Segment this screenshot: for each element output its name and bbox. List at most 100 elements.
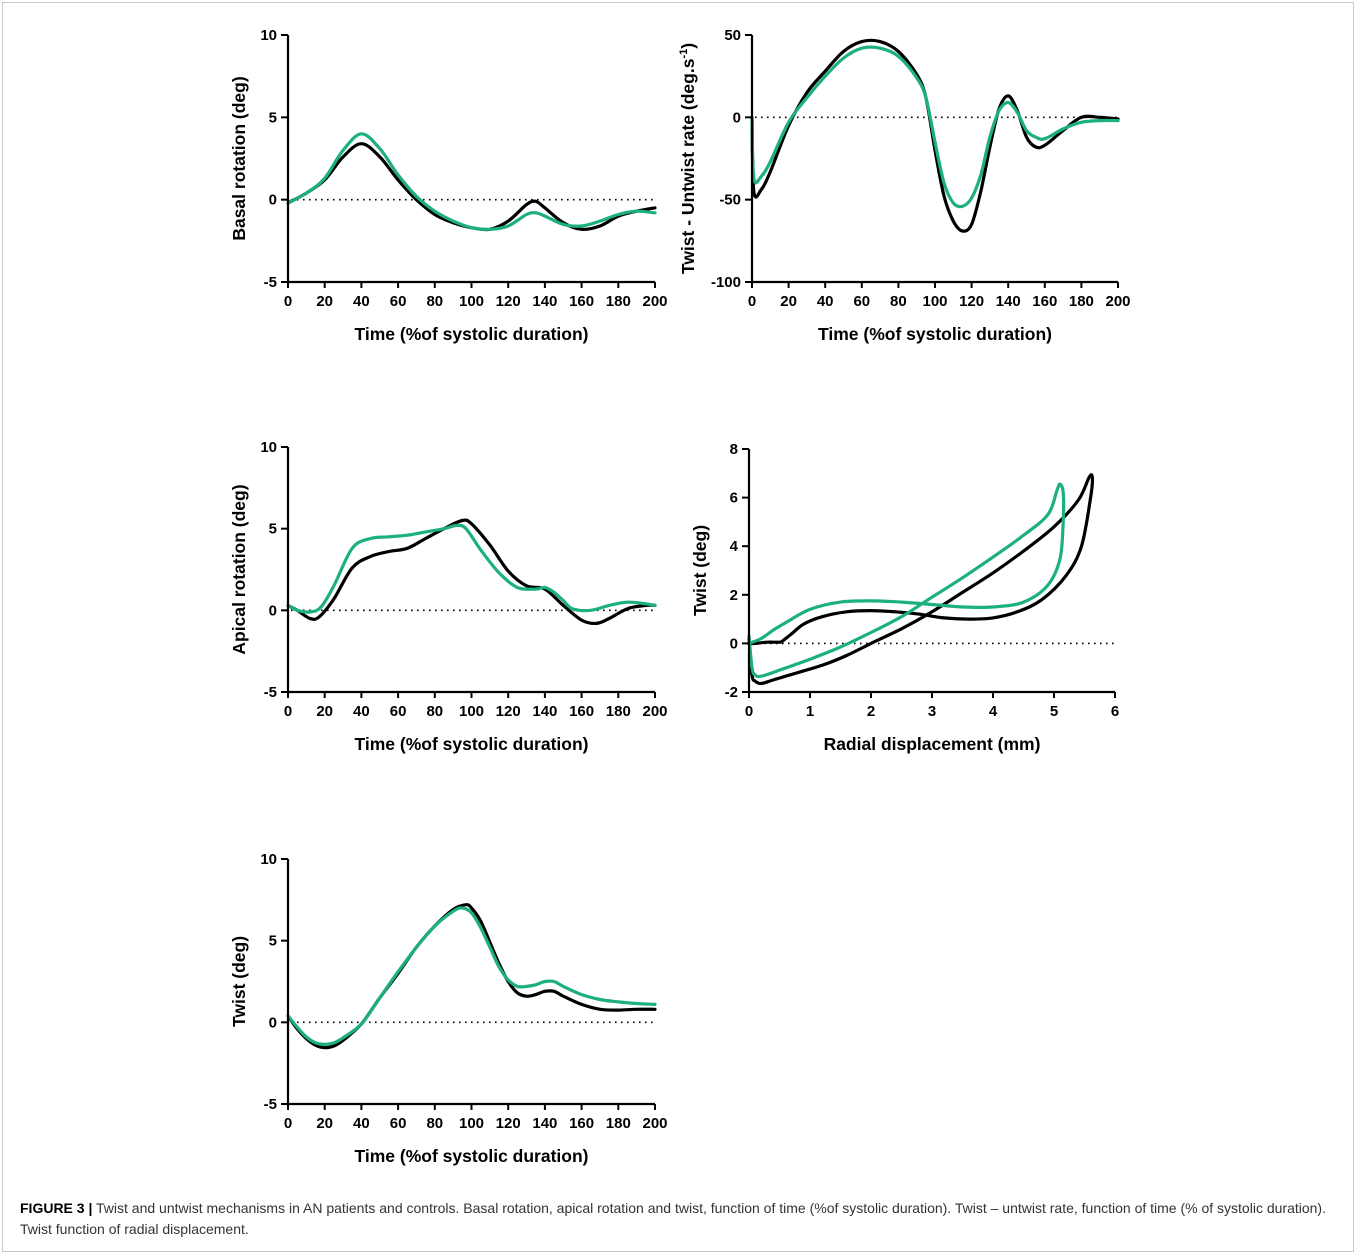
- x-tick-label: 180: [606, 703, 631, 720]
- x-tick-label: 100: [459, 1115, 484, 1132]
- x-tick-label: 180: [606, 1115, 631, 1132]
- y-tick-label: -5: [264, 274, 277, 291]
- x-tick-label: 20: [780, 293, 797, 310]
- x-axis-label: Time (%of systolic duration): [354, 734, 588, 754]
- x-tick-label: 1: [806, 703, 814, 720]
- y-tick-label: -2: [725, 684, 738, 701]
- x-tick-label: 120: [496, 293, 521, 310]
- y-tick-label: 0: [269, 192, 277, 209]
- y-axis-label: Apical rotation (deg): [229, 484, 249, 654]
- figure-caption: FIGURE 3 | Twist and untwist mechanisms …: [20, 1198, 1330, 1240]
- x-axis-label: Time (%of systolic duration): [354, 324, 588, 344]
- y-tick-label: 5: [269, 109, 277, 126]
- x-tick-label: 5: [1050, 703, 1058, 720]
- y-tick-label: 0: [269, 1014, 277, 1031]
- y-tick-label: 6: [730, 490, 738, 507]
- x-tick-label: 160: [1032, 293, 1057, 310]
- y-tick-label: 10: [260, 439, 277, 456]
- green-series-line: [286, 906, 657, 1046]
- green-series-line: [750, 45, 1120, 209]
- x-axis-label: Time (%of systolic duration): [818, 324, 1052, 344]
- x-tick-label: 100: [459, 703, 484, 720]
- x-tick-label: 140: [996, 293, 1021, 310]
- y-tick-label: 5: [269, 933, 277, 950]
- caption-text: Twist and untwist mechanisms in AN patie…: [20, 1200, 1326, 1237]
- black-series-line: [286, 142, 657, 232]
- y-tick-label: 50: [724, 27, 741, 44]
- x-tick-label: 0: [745, 703, 753, 720]
- y-axis-label: Twist - Untwist rate (deg.s-1): [678, 43, 698, 274]
- y-tick-label: -5: [264, 684, 277, 701]
- y-tick-label: -50: [719, 192, 741, 209]
- x-tick-label: 20: [316, 1115, 333, 1132]
- x-tick-label: 120: [496, 703, 521, 720]
- x-tick-label: 60: [853, 293, 870, 310]
- green-series-line: [747, 482, 1066, 679]
- x-tick-label: 180: [606, 293, 631, 310]
- y-tick-label: 4: [730, 538, 739, 555]
- x-tick-label: 100: [459, 293, 484, 310]
- x-tick-label: 200: [642, 293, 667, 310]
- x-tick-label: 80: [426, 293, 443, 310]
- x-tick-label: 160: [569, 1115, 594, 1132]
- x-tick-label: 100: [922, 293, 947, 310]
- green-series-line: [286, 523, 657, 614]
- y-axis-label: Twist (deg): [229, 936, 249, 1027]
- chart-loop: -2 0 2 4 6 8 0 1 2 3 4 5 6 Radial displacement (mm) Tw…: [690, 441, 1119, 754]
- x-tick-label: 160: [569, 703, 594, 720]
- x-tick-label: 140: [532, 1115, 557, 1132]
- x-tick-label: 20: [316, 703, 333, 720]
- x-tick-label: 120: [496, 1115, 521, 1132]
- y-axis-label: Twist (deg): [690, 525, 710, 616]
- x-axis-label: Radial displacement (mm): [824, 734, 1041, 754]
- black-series-line: [750, 38, 1120, 233]
- black-series-line: [286, 903, 657, 1050]
- x-tick-label: 80: [426, 1115, 443, 1132]
- y-axis-label: Basal rotation (deg): [229, 76, 249, 240]
- x-tick-label: 0: [748, 293, 756, 310]
- x-tick-label: 80: [426, 703, 443, 720]
- x-tick-label: 200: [1105, 293, 1130, 310]
- x-tick-label: 40: [353, 293, 370, 310]
- y-tick-label: 0: [269, 602, 277, 619]
- x-tick-label: 20: [316, 293, 333, 310]
- y-tick-label: -5: [264, 1096, 277, 1113]
- black-series-line: [747, 473, 1095, 686]
- y-tick-label: 0: [733, 109, 741, 126]
- caption-label: FIGURE 3 |: [20, 1200, 93, 1216]
- x-tick-label: 60: [390, 703, 407, 720]
- x-tick-label: 200: [642, 703, 667, 720]
- x-tick-label: 40: [353, 703, 370, 720]
- y-tick-label: 10: [260, 27, 277, 44]
- green-series-line: [286, 132, 657, 231]
- x-tick-label: 120: [959, 293, 984, 310]
- x-tick-label: 0: [284, 293, 292, 310]
- y-tick-label: 2: [730, 587, 738, 604]
- x-tick-label: 3: [928, 703, 936, 720]
- x-tick-label: 40: [353, 1115, 370, 1132]
- x-tick-label: 140: [532, 703, 557, 720]
- x-tick-label: 140: [532, 293, 557, 310]
- chart-rate: -100 -50 0 50 0 20 40 60 80 100 120 140 160 180 200 Tim…: [678, 27, 1131, 344]
- y-tick-label: 8: [730, 441, 738, 458]
- y-tick-label: 0: [730, 635, 738, 652]
- y-tick-label: 10: [260, 851, 277, 868]
- x-tick-label: 60: [390, 1115, 407, 1132]
- x-tick-label: 4: [989, 703, 998, 720]
- x-tick-label: 160: [569, 293, 594, 310]
- x-tick-label: 40: [817, 293, 834, 310]
- x-tick-label: 200: [642, 1115, 667, 1132]
- x-tick-label: 2: [867, 703, 875, 720]
- x-tick-label: 0: [284, 703, 292, 720]
- x-tick-label: 180: [1069, 293, 1094, 310]
- black-series-line: [286, 518, 657, 626]
- x-tick-label: 0: [284, 1115, 292, 1132]
- y-tick-label: -100: [711, 274, 741, 291]
- x-axis-label: Time (%of systolic duration): [354, 1146, 588, 1166]
- x-tick-label: 6: [1111, 703, 1119, 720]
